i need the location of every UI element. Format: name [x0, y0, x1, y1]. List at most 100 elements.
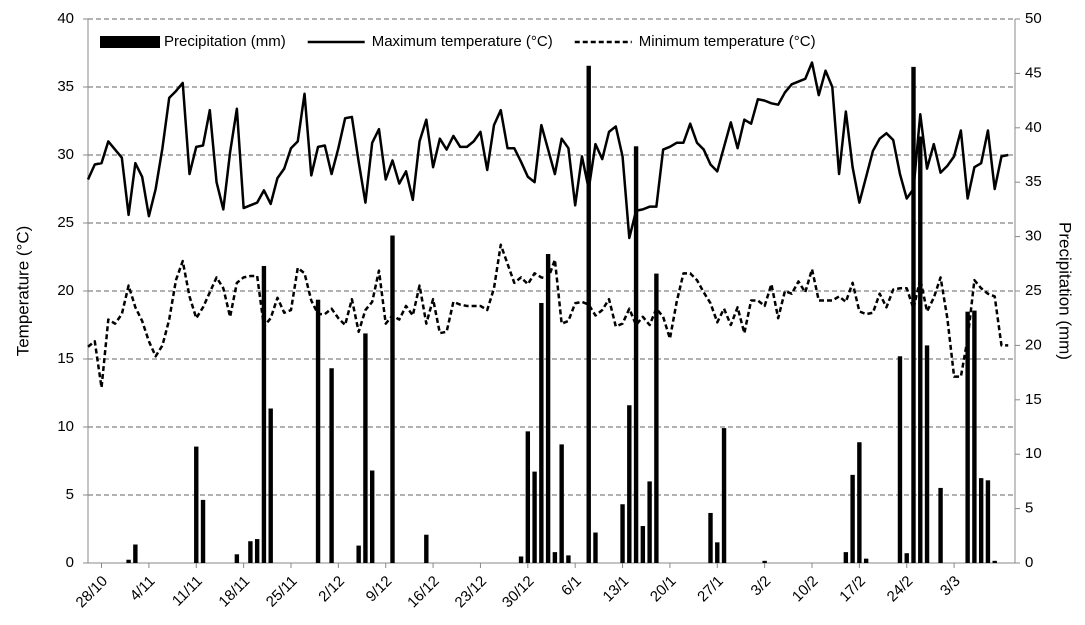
- y-tick-label: 30: [57, 146, 74, 163]
- bar: [965, 311, 970, 563]
- bar: [972, 310, 977, 563]
- x-tick-label: 3/3: [937, 573, 964, 600]
- bar: [315, 299, 321, 563]
- bar: [200, 499, 206, 563]
- bar: [329, 368, 334, 563]
- bar: [586, 65, 591, 563]
- y-tick-label: 40: [57, 10, 74, 27]
- x-tick-label: 25/11: [263, 573, 301, 611]
- legend-label: Maximum temperature (°C): [372, 33, 553, 50]
- bar: [762, 560, 767, 563]
- bar: [992, 560, 997, 563]
- bar: [261, 265, 267, 563]
- x-tick-label: 4/11: [127, 573, 159, 605]
- y2-tick-label: 10: [1025, 445, 1042, 462]
- x-tick-label: 23/12: [452, 573, 491, 612]
- bar: [234, 554, 240, 563]
- bar: [985, 480, 991, 563]
- bar: [924, 345, 930, 563]
- bar: [126, 559, 131, 563]
- x-tick-label: 10/2: [789, 573, 822, 606]
- x-tick-label: 6/1: [558, 573, 585, 600]
- x-tick-label: 24/2: [884, 573, 917, 606]
- x-tick-label: 11/11: [169, 573, 206, 610]
- bar: [715, 542, 720, 563]
- bar: [850, 474, 855, 563]
- y-tick-label: 35: [57, 78, 74, 95]
- y-tick-label: 10: [57, 418, 74, 435]
- y2-tick-label: 40: [1025, 119, 1042, 136]
- x-tick-label: 20/1: [647, 573, 680, 606]
- y-tick-label: 5: [66, 486, 74, 503]
- bar: [424, 534, 429, 563]
- bar: [843, 552, 849, 563]
- y2-tick-label: 20: [1025, 336, 1042, 353]
- bar: [254, 539, 260, 563]
- x-tick-label: 18/11: [215, 573, 253, 611]
- y2-tick-label: 45: [1025, 64, 1042, 81]
- bar: [539, 302, 544, 563]
- bar: [897, 356, 903, 563]
- y2-tick-label: 0: [1025, 554, 1033, 571]
- bar: [708, 512, 713, 563]
- y2-tick-label: 50: [1025, 10, 1042, 27]
- x-tick-label: 3/2: [748, 573, 775, 600]
- x-tick-label: 16/12: [404, 573, 443, 612]
- bar: [369, 470, 375, 563]
- bar: [911, 66, 916, 563]
- bar: [918, 136, 923, 563]
- bar: [356, 545, 361, 563]
- bar: [566, 555, 571, 563]
- y-axis-title: Temperature (°C): [13, 226, 32, 357]
- x-tick-label: 2/12: [315, 573, 348, 606]
- bar: [518, 556, 524, 563]
- legend-swatch: [100, 36, 160, 48]
- y2-tick-label: 25: [1025, 282, 1042, 299]
- y-tick-label: 25: [57, 214, 74, 231]
- legend-label: Precipitation (mm): [164, 33, 286, 50]
- y-tick-label: 20: [57, 282, 74, 299]
- bar: [647, 481, 652, 563]
- bar: [640, 526, 646, 563]
- bar: [545, 254, 551, 563]
- y2-tick-label: 5: [1025, 500, 1033, 517]
- bar: [857, 442, 862, 563]
- y2-tick-label: 15: [1025, 391, 1042, 408]
- bar: [863, 558, 869, 563]
- bar: [620, 504, 625, 563]
- bar: [248, 541, 253, 563]
- y2-axis-title: Precipitation (mm): [1056, 222, 1075, 360]
- bar: [532, 471, 537, 563]
- bar: [654, 273, 659, 563]
- bar: [559, 444, 564, 563]
- bar: [268, 408, 273, 563]
- bar: [721, 428, 727, 563]
- bar: [978, 478, 984, 563]
- bar: [525, 431, 531, 563]
- bar: [633, 146, 639, 563]
- bar: [627, 405, 632, 563]
- line: [86, 61, 1009, 240]
- y2-tick-label: 30: [1025, 228, 1042, 245]
- bar: [194, 446, 199, 563]
- bar: [904, 553, 909, 563]
- legend-label: Minimum temperature (°C): [639, 33, 816, 50]
- y-tick-label: 15: [57, 350, 74, 367]
- x-tick-label: 27/1: [694, 573, 727, 606]
- y-tick-label: 0: [66, 554, 74, 571]
- y2-tick-label: 35: [1025, 173, 1042, 190]
- x-tick-label: 9/12: [363, 573, 396, 606]
- bar: [133, 544, 138, 563]
- bar: [938, 487, 943, 563]
- x-tick-label: 30/12: [499, 573, 538, 612]
- line: [87, 243, 1009, 389]
- bar: [593, 532, 598, 563]
- x-tick-label: 13/1: [600, 573, 633, 606]
- bar: [552, 552, 558, 563]
- x-tick-label: 17/2: [836, 573, 869, 606]
- bar: [390, 235, 395, 563]
- x-tick-label: 28/10: [73, 573, 112, 612]
- bar: [363, 333, 368, 563]
